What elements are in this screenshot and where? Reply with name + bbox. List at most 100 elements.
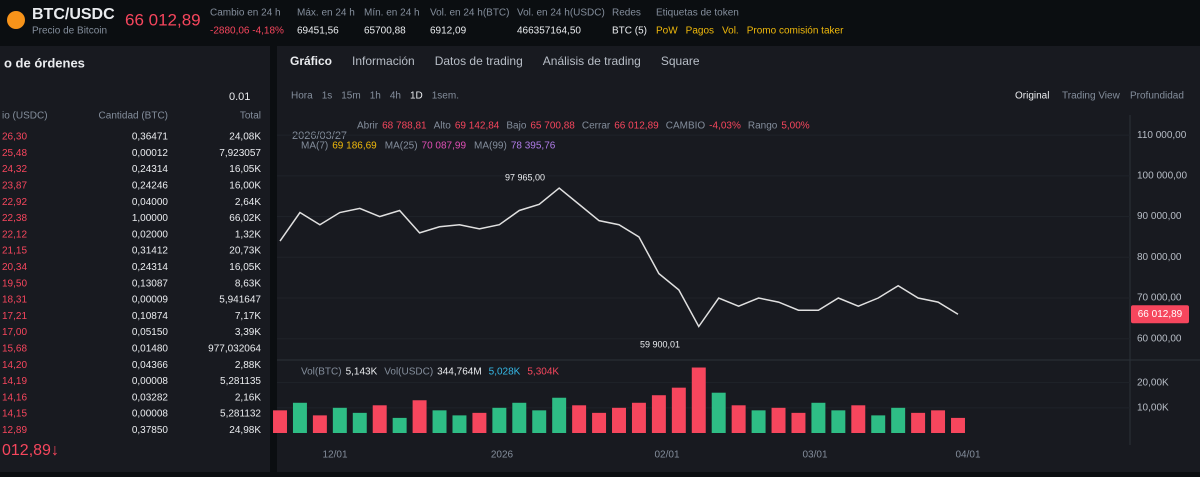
ma-label: MA(7) bbox=[301, 141, 328, 152]
tab[interactable]: Información bbox=[352, 54, 415, 68]
view[interactable]: Profundidad bbox=[1130, 91, 1184, 102]
ob-cell: 0,01480 bbox=[132, 344, 169, 355]
volume-bar bbox=[711, 392, 726, 433]
ob-cell: 20,34 bbox=[2, 262, 27, 273]
ob-cell: 17,00 bbox=[2, 327, 27, 338]
ob-cell: 0,00009 bbox=[132, 295, 169, 306]
volume-bar bbox=[911, 412, 926, 433]
ob-cell: 66,02K bbox=[229, 213, 261, 224]
ob-cell: 0,00008 bbox=[132, 409, 169, 420]
stat-label: Máx. en 24 h bbox=[297, 8, 355, 19]
interval[interactable]: 1D bbox=[410, 91, 423, 102]
interval[interactable]: Hora bbox=[291, 91, 313, 102]
ob-title: o de órdenes bbox=[4, 55, 85, 70]
stat-value: BTC (5) bbox=[612, 26, 647, 37]
volume-bar bbox=[671, 387, 686, 433]
stat-label: Vol. en 24 h(BTC) bbox=[430, 8, 509, 19]
ohlc-label: CAMBIO bbox=[666, 121, 706, 132]
orderbook-panel bbox=[0, 46, 270, 472]
volume-bar bbox=[691, 367, 706, 433]
ob-cell: 14,20 bbox=[2, 360, 27, 371]
last-price: 012,89↓ bbox=[2, 442, 59, 459]
ma-label: MA(99) bbox=[474, 141, 507, 152]
btc-icon bbox=[7, 11, 25, 29]
ob-cell: 977,032064 bbox=[208, 344, 261, 355]
stat-value: 69451,56 bbox=[297, 26, 339, 37]
volume-bar bbox=[452, 415, 467, 433]
volume-bar bbox=[552, 397, 567, 433]
tag[interactable]: PoW bbox=[656, 26, 678, 37]
ob-cell: 0,03282 bbox=[132, 392, 169, 403]
tab[interactable]: Análisis de trading bbox=[543, 54, 641, 68]
ob-cell: 0,24314 bbox=[132, 164, 169, 175]
ohlc-label: Abrir bbox=[357, 121, 379, 132]
subtitle[interactable]: Precio de Bitcoin bbox=[32, 26, 107, 37]
ob-cell: 0,24314 bbox=[132, 262, 169, 273]
volume-bar bbox=[831, 410, 846, 433]
x-tick-label: 03/01 bbox=[802, 450, 827, 461]
ob-cell: 22,92 bbox=[2, 197, 27, 208]
ob-cell: 0,02000 bbox=[132, 229, 169, 240]
tag[interactable]: Vol. bbox=[722, 26, 739, 37]
volume-bar bbox=[871, 415, 886, 433]
tag[interactable]: Pagos bbox=[686, 26, 714, 37]
ohlc-value: 5,00% bbox=[781, 121, 809, 132]
ob-cell: 22,38 bbox=[2, 213, 27, 224]
volume-bar bbox=[931, 410, 946, 433]
ohlc-value: 69 142,84 bbox=[455, 121, 500, 132]
symbol[interactable]: BTC/USDC bbox=[32, 6, 115, 23]
chart-panel bbox=[277, 46, 1200, 472]
vol-label: Vol(USDC) bbox=[384, 367, 433, 378]
y-tick-label: 80 000,00 bbox=[1137, 252, 1182, 263]
ob-cell: 24,32 bbox=[2, 164, 27, 175]
ob-cell: 2,64K bbox=[235, 197, 261, 208]
ob-cell: 2,88K bbox=[235, 360, 261, 371]
ob-cell: 12,89 bbox=[2, 425, 27, 436]
y-tick-label: 90 000,00 bbox=[1137, 211, 1182, 222]
ob-cell: 7,923057 bbox=[219, 148, 261, 159]
ob-cell: 18,31 bbox=[2, 295, 27, 306]
vol-label: Vol(BTC) bbox=[301, 367, 342, 378]
volume-bar bbox=[532, 410, 547, 433]
ob-cell: 26,30 bbox=[2, 132, 27, 143]
interval[interactable]: 1sem. bbox=[432, 91, 459, 102]
volume-bar bbox=[312, 415, 327, 433]
tag[interactable]: Promo comisión taker bbox=[747, 26, 844, 37]
tab[interactable]: Gráfico bbox=[290, 54, 332, 68]
ob-cell: 16,05K bbox=[229, 262, 261, 273]
ohlc-date: 2026/03/27 bbox=[292, 130, 347, 142]
stat-value: 466357164,50 bbox=[517, 26, 581, 37]
volume-bar bbox=[512, 402, 527, 433]
volume-bar bbox=[492, 407, 507, 433]
ohlc-value: 65 700,88 bbox=[530, 121, 575, 132]
annotation: 97 965,00 bbox=[505, 173, 545, 183]
precision[interactable]: 0.01 bbox=[229, 91, 250, 103]
interval[interactable]: 1h bbox=[370, 91, 381, 102]
ob-cell: 1,32K bbox=[235, 229, 261, 240]
vol-value: 5,028K bbox=[489, 367, 521, 378]
ob-cell: 1,00000 bbox=[132, 213, 169, 224]
view[interactable]: Trading View bbox=[1062, 91, 1121, 102]
interval[interactable]: 1s bbox=[322, 91, 333, 102]
tab[interactable]: Square bbox=[661, 54, 700, 68]
volume-bar bbox=[731, 405, 746, 433]
interval[interactable]: 4h bbox=[390, 91, 401, 102]
stat-value: -2880,06 -4,18% bbox=[210, 26, 284, 37]
last-price-tag bbox=[1131, 305, 1189, 324]
ob-cell: 0,37850 bbox=[132, 425, 169, 436]
volume-bar bbox=[592, 412, 607, 433]
ob-column: Total bbox=[240, 111, 261, 122]
ob-cell: 5,281132 bbox=[220, 409, 261, 420]
ob-cell: 16,05K bbox=[229, 164, 261, 175]
volume-bar bbox=[891, 407, 906, 433]
vol-value: 344,764M bbox=[437, 367, 481, 378]
ob-cell: 15,68 bbox=[2, 344, 27, 355]
view[interactable]: Original bbox=[1015, 91, 1049, 102]
volume-bar bbox=[412, 400, 427, 433]
volume-bar bbox=[811, 402, 826, 433]
interval[interactable]: 15m bbox=[341, 91, 360, 102]
tab[interactable]: Datos de trading bbox=[435, 54, 523, 68]
ob-cell: 0,10874 bbox=[132, 311, 169, 322]
ob-cell: 14,15 bbox=[2, 409, 27, 420]
